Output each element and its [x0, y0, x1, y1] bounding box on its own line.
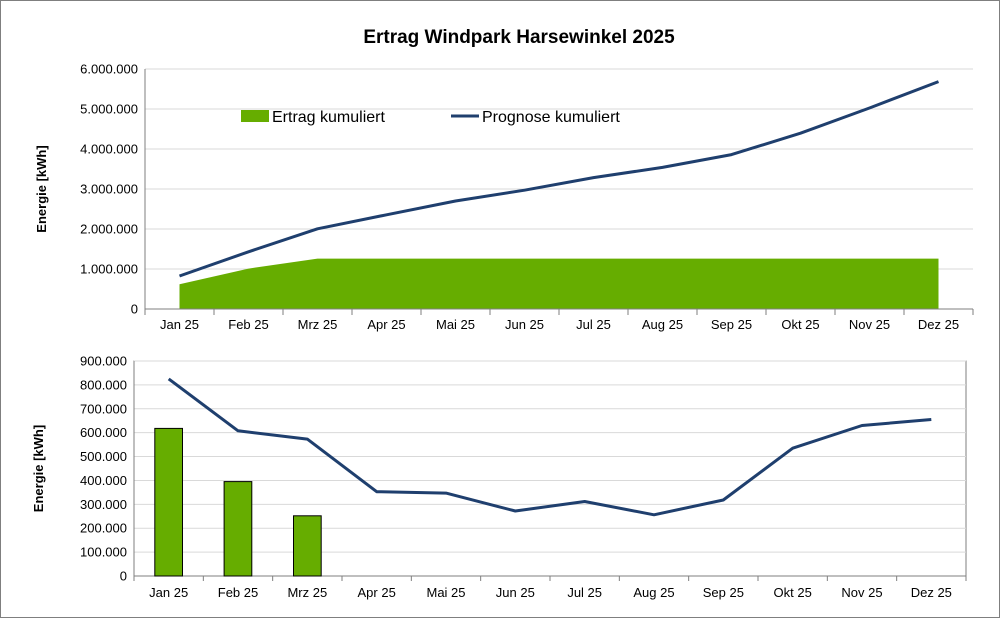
- y-tick-label: 5.000.000: [80, 102, 138, 117]
- y-tick-label: 0: [120, 569, 127, 584]
- bottom-chart: 0 100.000 200.000 300.000 400.000 500.000 600.…: [31, 354, 967, 600]
- x-tick-label: Jul 25: [567, 585, 602, 600]
- x-tick-label: Mrz 25: [298, 317, 338, 332]
- x-tick-label: Feb 25: [228, 317, 268, 332]
- x-tick-label: Nov 25: [841, 585, 882, 600]
- legend-swatch-ertrag-kumuliert: [241, 110, 269, 122]
- x-tick-label: Sep 25: [711, 317, 752, 332]
- y-tick-label: 800.000: [80, 377, 127, 392]
- y-axis-title: Energie [kWh]: [31, 425, 46, 512]
- y-tick-label: 400.000: [80, 473, 127, 488]
- legend-label: Ertrag kumuliert: [272, 109, 385, 126]
- x-tick-label: Apr 25: [358, 585, 396, 600]
- x-tick-label: Aug 25: [642, 317, 683, 332]
- bar-mrz-25: [293, 515, 322, 577]
- y-tick-label: 1.000.000: [80, 262, 138, 277]
- x-tick-label: Dez 25: [911, 585, 952, 600]
- y-tick-label: 300.000: [80, 497, 127, 512]
- x-tick-label: Jun 25: [496, 585, 535, 600]
- legend-label: Prognose kumuliert: [482, 109, 620, 126]
- y-tick-label: 6.000.000: [80, 62, 138, 77]
- y-tick-label: 600.000: [80, 425, 127, 440]
- line-prognose-kumuliert: [179, 80, 940, 278]
- y-tick-label: 4.000.000: [80, 142, 138, 157]
- x-tick-label: Nov 25: [849, 317, 890, 332]
- y-tick-label: 700.000: [80, 401, 127, 416]
- x-tick-label: Jan 25: [160, 317, 199, 332]
- y-tick-label: 3.000.000: [80, 182, 138, 197]
- x-tick-label: Okt 25: [781, 317, 819, 332]
- plot-area-border: [133, 360, 967, 577]
- x-tick-label: Aug 25: [633, 585, 674, 600]
- y-tick-label: 200.000: [80, 521, 127, 536]
- y-tick-label: 100.000: [80, 545, 127, 560]
- y-tick-label: 500.000: [80, 449, 127, 464]
- y-tick-label: 900.000: [80, 354, 127, 369]
- x-tick-label: Mai 25: [436, 317, 475, 332]
- x-tick-label: Apr 25: [367, 317, 405, 332]
- x-tick-label: Dez 25: [918, 317, 959, 332]
- x-tick-label: Jun 25: [505, 317, 544, 332]
- line-prognose-monatlich: [167, 377, 932, 517]
- y-axis-title: Energie [kWh]: [34, 145, 49, 232]
- chart-title: Ertrag Windpark Harsewinkel 2025: [363, 27, 675, 48]
- x-tick-label: Okt 25: [774, 585, 812, 600]
- x-tick-label: Jul 25: [576, 317, 611, 332]
- x-tick-label: Jan 25: [149, 585, 188, 600]
- top-chart: 0 1.000.000 2.000.000 3.000.000 4.000.000 5.0…: [34, 62, 974, 332]
- x-tick-label: Mai 25: [426, 585, 465, 600]
- x-tick-label: Feb 25: [218, 585, 258, 600]
- x-tick-label: Mrz 25: [287, 585, 327, 600]
- x-tick-label: Sep 25: [703, 585, 744, 600]
- y-tick-label: 2.000.000: [80, 222, 138, 237]
- bar-jan-25: [154, 427, 184, 577]
- y-tick-label: 0: [131, 302, 138, 317]
- bar-feb-25: [223, 481, 253, 577]
- area-ertrag-kumuliert: [179, 258, 939, 309]
